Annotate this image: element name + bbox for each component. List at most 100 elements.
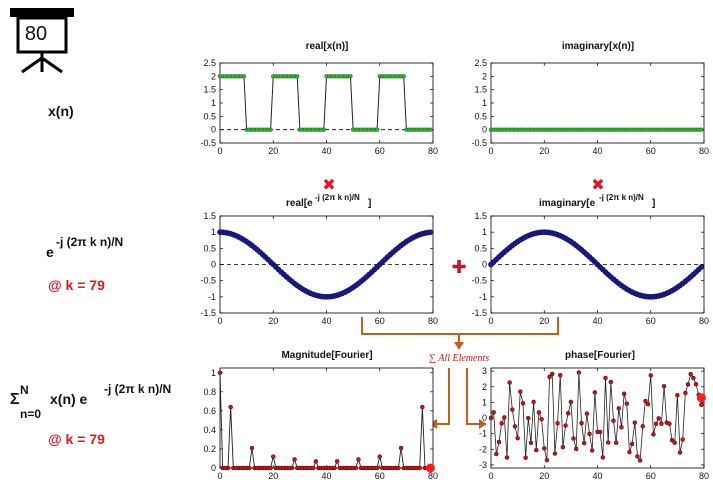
highlight-point (696, 393, 706, 403)
data-point (374, 465, 380, 471)
x-tick-label: 0 (217, 146, 222, 156)
y-tick-label: 0 (211, 463, 216, 473)
data-point (547, 374, 552, 380)
data-point (698, 264, 705, 270)
x-tick-label: 20 (268, 146, 278, 156)
y-tick-label: 0 (482, 260, 487, 270)
data-point (377, 454, 382, 459)
y-tick-label: 2.5 (203, 58, 216, 68)
panel-2-title: imaginary[x(n)] (562, 41, 634, 52)
data-point (534, 447, 539, 453)
y-tick-label: 0 (482, 125, 487, 135)
data-point (268, 127, 273, 132)
data-point (348, 74, 353, 79)
x-tick-label: 0 (488, 471, 493, 481)
x-tick-label: 0 (217, 316, 222, 326)
data-point (552, 451, 558, 456)
y-tick-label: -0.5 (200, 138, 216, 148)
data-point (523, 455, 528, 460)
connector-right (466, 368, 480, 425)
x-tick-label: 20 (539, 316, 549, 326)
data-point (560, 444, 566, 450)
data-point (321, 127, 326, 132)
data-point (217, 370, 223, 376)
y-tick-label: 1.5 (474, 211, 487, 221)
data-point (651, 432, 656, 437)
data-point (544, 457, 550, 463)
y-tick-label: 1.5 (203, 211, 216, 221)
x-tick-label: 60 (646, 146, 656, 156)
highlight-point (425, 463, 435, 473)
data-point (353, 465, 359, 471)
y-tick-label: 0 (211, 125, 216, 135)
data-point (571, 436, 576, 441)
data-point (518, 389, 523, 394)
data-point (656, 416, 661, 421)
data-point (504, 455, 510, 460)
x-tick-label: 0 (488, 146, 493, 156)
data-point (637, 458, 643, 463)
data-point (608, 379, 614, 385)
data-point (507, 380, 512, 385)
multiply-icon-2: ✖ (591, 177, 604, 194)
data-point (427, 229, 434, 236)
plot-real-xn: 2.521.510.50-0.50 20 40 60 80 (200, 58, 438, 156)
data-point (531, 399, 536, 405)
data-point (624, 401, 630, 406)
data-point (699, 127, 704, 132)
y-tick-label: 2 (482, 382, 487, 392)
y-tick-label: 0 (211, 260, 216, 270)
data-point (510, 407, 515, 412)
data-point (310, 465, 316, 471)
data-point (688, 371, 693, 377)
x-tick-label: 60 (375, 146, 385, 156)
data-point (693, 381, 699, 387)
multiply-icon: ✖ (322, 177, 335, 194)
data-point (374, 127, 380, 132)
data-point (292, 457, 297, 462)
data-point (512, 424, 518, 429)
data-point (683, 390, 688, 396)
y-tick-label: 0 (482, 413, 487, 423)
x-tick-label: 80 (699, 146, 709, 156)
data-point (579, 420, 584, 426)
y-tick-label: -0.5 (200, 276, 216, 286)
panel-3-title: real[e -j (2π k n)/N ] (286, 193, 371, 209)
y-tick-label: -1 (479, 292, 487, 302)
data-point (672, 440, 677, 445)
data-point (680, 437, 685, 442)
data-point (699, 402, 704, 408)
plot-imag-exp: 1.510.50-0.5-1-1.50 20 40 60 80 (471, 211, 709, 326)
data-point (555, 420, 560, 426)
data-point (536, 410, 542, 415)
data-point (643, 398, 648, 404)
data-point (271, 454, 276, 459)
y-tick-label: 1 (482, 227, 487, 237)
panel-5-title: Magnitude[Fourier] (281, 350, 372, 361)
x-tick-label: 60 (646, 316, 656, 326)
data-point (494, 451, 499, 457)
label-xn: x(n) (48, 103, 74, 119)
y-tick-label: 0.5 (474, 243, 487, 253)
x-tick-label: 40 (592, 146, 602, 156)
data-point (356, 457, 361, 462)
data-point (677, 450, 683, 455)
panel-1-title: real[x(n)] (306, 41, 349, 52)
y-tick-label: -1.5 (200, 308, 216, 318)
data-point (249, 445, 255, 451)
data-point (592, 390, 598, 395)
y-tick-label: -1.5 (471, 308, 487, 318)
data-point (691, 375, 696, 381)
connector-left (436, 368, 450, 425)
data-point (661, 384, 667, 389)
data-point (635, 454, 640, 459)
data-point (332, 465, 337, 471)
x-tick-label: 0 (217, 471, 222, 481)
data-point (565, 411, 571, 416)
label-sum-top: N (20, 383, 29, 397)
x-tick-label: 20 (539, 471, 549, 481)
x-tick-label: 60 (646, 471, 656, 481)
data-point (659, 421, 664, 426)
y-tick-label: 1 (211, 368, 216, 378)
